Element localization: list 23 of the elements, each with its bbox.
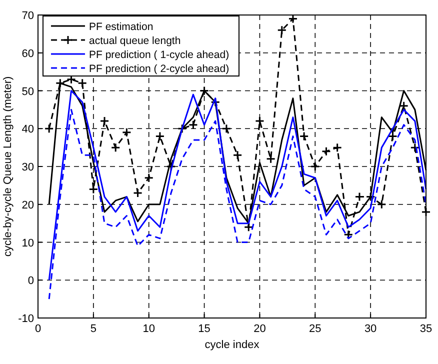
y-tick-label: 30 (22, 162, 34, 174)
y-tick-label: -10 (18, 313, 34, 325)
legend-label: PF prediction ( 2-cycle ahead) (89, 63, 230, 75)
x-tick-label: 20 (254, 323, 266, 335)
y-axis-title: cycle-by-cycle Queue Length (meter) (2, 76, 14, 257)
x-tick-label: 0 (34, 323, 42, 335)
x-tick-label: 30 (364, 323, 377, 335)
y-tick-label: 70 (22, 10, 34, 22)
legend-label: actual queue length (89, 35, 181, 47)
y-tick-label: 50 (22, 86, 34, 98)
y-tick-label: 0 (28, 275, 34, 288)
x-axis-title: cycle index (204, 339, 260, 351)
x-tick-label: 10 (142, 323, 155, 335)
y-tick-label: 40 (22, 124, 34, 136)
legend-label: PF estimation (89, 21, 154, 33)
x-tick-label: 15 (198, 323, 210, 335)
x-tick-label: 5 (90, 323, 96, 335)
x-tick-label: 25 (309, 323, 322, 335)
y-tick-label: 10 (22, 237, 34, 250)
legend-label: PF prediction ( 1-cycle ahead) (89, 49, 230, 61)
x-tick-label: 35 (420, 323, 432, 335)
y-tick-label: 20 (22, 199, 34, 212)
y-tick-label: 60 (22, 48, 34, 60)
